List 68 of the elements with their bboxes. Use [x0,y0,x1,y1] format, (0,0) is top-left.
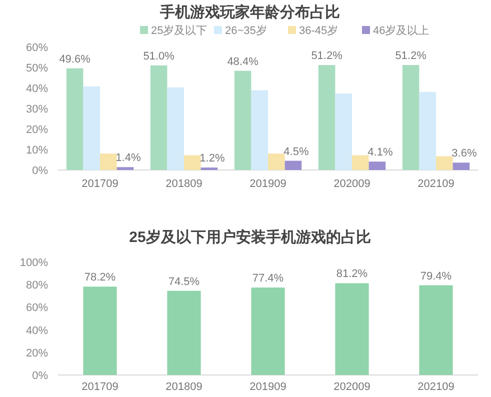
x-tick-label: 201909 [250,178,286,190]
data-label: 51.2% [311,50,343,62]
y-tick-label: 40% [26,83,48,95]
bar [66,68,84,170]
y-tick-label: 0% [32,370,48,382]
bar [402,65,420,170]
bar [234,70,252,170]
bar [83,86,100,170]
y-tick-label: 30% [26,104,48,116]
bar [436,156,453,170]
data-label: 51.2% [395,50,427,62]
bar [352,155,369,170]
data-label: 81.2% [336,268,368,280]
y-tick-label: 20% [26,347,48,360]
x-tick-label: 201909 [250,381,286,393]
bar [284,160,302,170]
legend-label: 46岁及以上 [373,24,430,37]
y-tick-label: 80% [26,280,48,292]
bar [251,90,268,170]
y-tick-label: 20% [26,124,48,136]
chart-title: 25岁及以下用户安装手机游戏的占比 [129,228,371,246]
x-tick-label: 201809 [166,381,202,393]
bar [167,87,184,170]
legend-label: 36-45岁 [299,25,338,37]
data-label: 1.2% [200,152,225,165]
x-tick-label: 202109 [418,381,454,393]
data-label: 1.4% [116,152,141,164]
bar [335,94,352,170]
y-tick-label: 10% [26,144,48,156]
x-tick-label: 202009 [334,381,370,393]
y-tick-label: 60% [26,302,48,314]
chart-title: 手机游戏玩家年龄分布占比 [159,3,340,21]
data-label: 48.4% [227,56,259,68]
y-tick-label: 100% [20,257,48,269]
y-tick-label: 0% [32,165,48,177]
data-label: 4.5% [284,146,309,158]
y-tick-label: 40% [26,324,48,337]
bar [419,92,436,170]
bar [150,65,168,170]
bar [83,286,117,375]
bar [251,288,285,375]
data-label: 74.5% [168,276,200,288]
legend-label: 25岁及以下 [151,24,208,37]
bar [318,65,336,170]
bar [167,290,201,375]
data-label: 78.2% [84,272,116,284]
data-label: 77.4% [252,272,284,285]
data-label: 79.4% [420,270,452,282]
x-tick-label: 201809 [166,178,202,190]
bar [116,167,134,170]
data-label: 49.6% [59,53,91,66]
bar [368,162,386,170]
legend-label: 26~35岁 [225,25,267,37]
bar [100,154,117,170]
bar [419,285,453,375]
data-label: 3.6% [452,148,477,160]
bar [184,155,201,170]
x-tick-label: 202109 [418,178,454,190]
x-tick-label: 201709 [82,381,118,393]
bar [452,162,470,170]
x-tick-label: 202009 [334,178,370,190]
y-tick-label: 60% [26,42,48,54]
data-label: 51.0% [143,50,175,62]
x-tick-label: 201709 [82,178,118,190]
data-label: 4.1% [368,146,393,159]
bar [335,283,369,375]
bar [268,154,285,170]
y-tick-label: 50% [26,62,48,74]
